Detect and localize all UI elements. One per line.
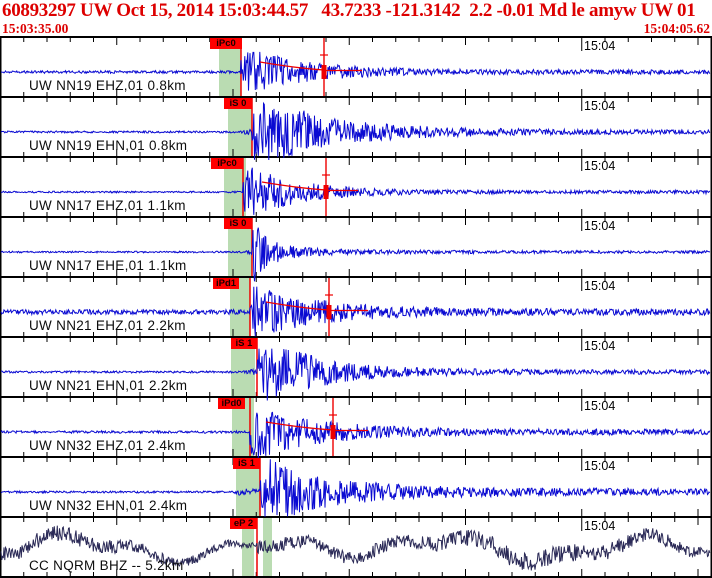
phase-pick-label[interactable]: iS 0: [224, 98, 252, 109]
trace-panel[interactable]: iPc0 UW NN19 EHZ,01 0.8km 15:04: [0, 36, 712, 96]
trace-panel[interactable]: iS 1 UW NN32 EHN,01 2.4km 15:04: [0, 456, 712, 516]
trace-panel[interactable]: iPd1 UW NN21 EHZ,01 2.2km 15:04: [0, 276, 712, 336]
minute-time-label: 15:04: [584, 219, 616, 233]
phase-pick-label[interactable]: iS 0: [224, 218, 252, 229]
phase-pick-label[interactable]: iPc0: [210, 38, 242, 49]
minute-time-label: 15:04: [584, 399, 616, 413]
minute-time-label: 15:04: [584, 519, 616, 533]
minute-time-label: 15:04: [584, 279, 616, 293]
station-channel-label: UW NN21 EHN,01 2.2km: [29, 378, 188, 393]
minute-time-label: 15:04: [584, 459, 616, 473]
event-header: 60893297 UW Oct 15, 2014 15:03:44.57 43.…: [2, 0, 712, 21]
window-start-time: 15:03:35.00: [2, 21, 69, 36]
window-end-time: 15:04:05.62: [643, 21, 710, 36]
minute-time-label: 15:04: [584, 159, 616, 173]
trace-panel[interactable]: iS 0 UW NN19 EHN,01 0.8km 15:04: [0, 96, 712, 156]
minute-time-label: 15:04: [584, 39, 616, 53]
phase-pick-label[interactable]: iPd1: [213, 278, 239, 289]
station-channel-label: UW NN17 EHZ,01 1.1km: [29, 198, 186, 213]
phase-pick-label[interactable]: iPd0: [218, 398, 245, 409]
trace-panel[interactable]: iPd0 UW NN32 EHZ,01 2.4km 15:04: [0, 396, 712, 456]
trace-panel[interactable]: iS 0 UW NN17 EHE,01 1.1km 15:04: [0, 216, 712, 276]
phase-pick-label[interactable]: iS 1: [231, 338, 257, 349]
phase-pick-label[interactable]: iPc0: [211, 158, 243, 169]
trace-panel[interactable]: iPc0 UW NN17 EHZ,01 1.1km 15:04: [0, 156, 712, 216]
phase-pick-label[interactable]: eP 2: [230, 518, 257, 529]
station-channel-label: UW NN32 EHZ,01 2.4km: [29, 438, 186, 453]
minute-time-label: 15:04: [584, 99, 616, 113]
trace-panel[interactable]: iS 1 UW NN21 EHN,01 2.2km 15:04: [0, 336, 712, 396]
station-channel-label: UW NN32 EHN,01 2.4km: [29, 498, 188, 513]
minute-time-label: 15:04: [584, 339, 616, 353]
station-channel-label: UW NN21 EHZ,01 2.2km: [29, 318, 186, 333]
phase-pick-label[interactable]: iS 1: [233, 458, 260, 469]
station-channel-label: UW NN19 EHZ,01 0.8km: [29, 78, 186, 93]
station-channel-label: UW NN17 EHE,01 1.1km: [29, 258, 187, 273]
station-channel-label: UW NN19 EHN,01 0.8km: [29, 138, 188, 153]
station-channel-label: CC NQRM BHZ -- 5.2km: [29, 558, 184, 573]
trace-panel[interactable]: eP 2 CC NQRM BHZ -- 5.2km 15:04: [0, 516, 712, 576]
